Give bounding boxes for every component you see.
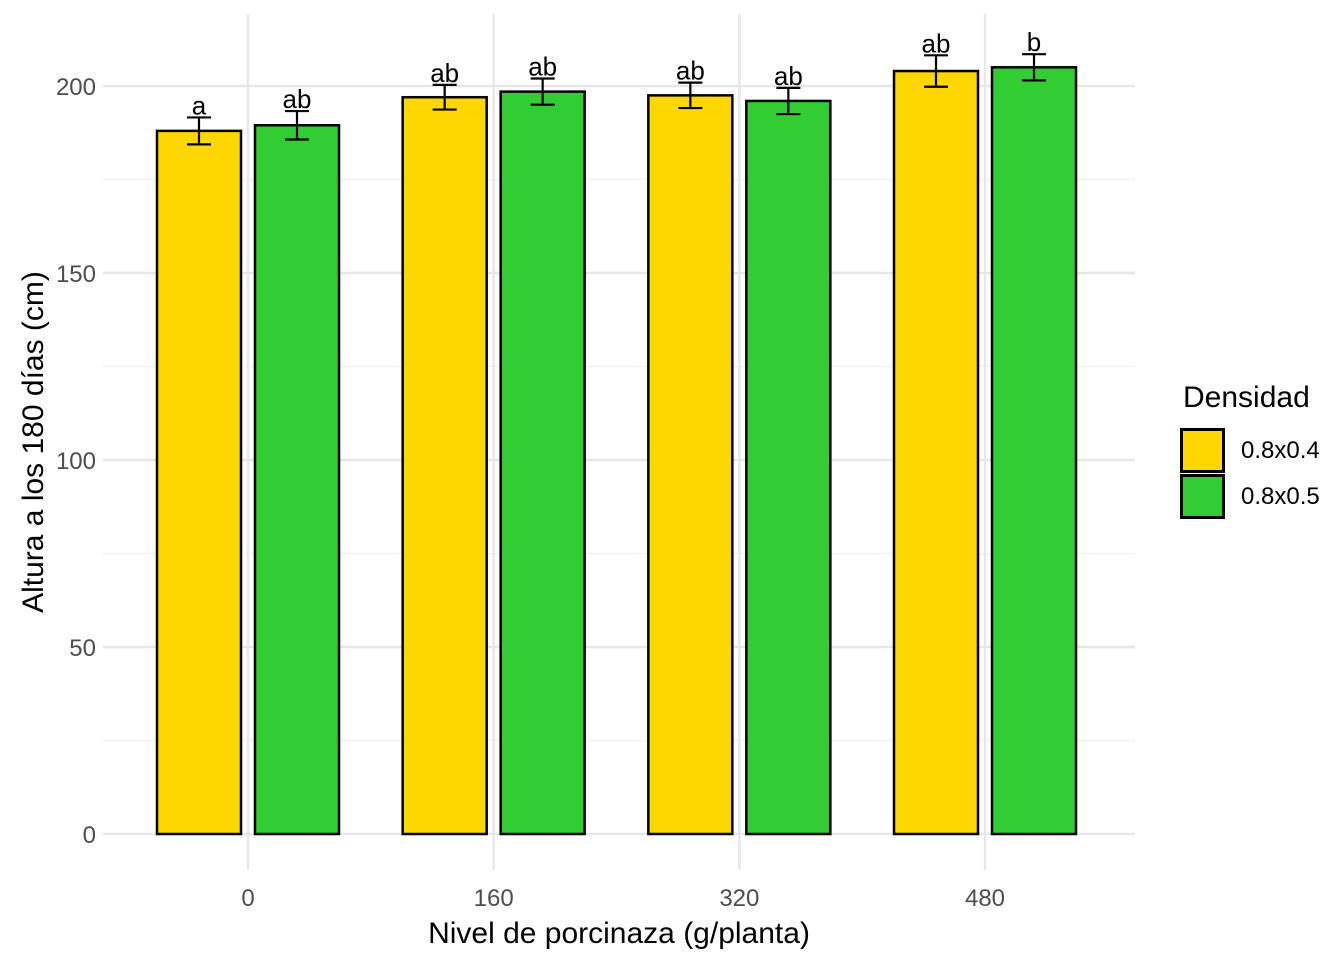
sig-letter: ab [676,56,705,86]
legend: Densidad 0.8x0.4 0.8x0.5 [1180,381,1320,520]
x-axis-title: Nivel de porcinaza (g/planta) [428,917,810,950]
bar-0.8x0.5-160 [499,90,586,836]
legend-item: 0.8x0.5 [1180,474,1320,519]
y-tick-label: 150 [56,261,96,288]
sig-letter: b [1027,27,1041,57]
bar-0.8x0.4-320 [647,94,734,836]
sig-letter: ab [283,84,312,114]
legend-label: 0.8x0.5 [1241,482,1320,510]
bar-0.8x0.5-320 [745,99,832,836]
y-tick-label: 100 [56,448,96,475]
y-tick-label: 200 [56,74,96,101]
x-tick-label: 480 [965,885,1005,912]
legend-item: 0.8x0.4 [1180,428,1320,473]
legend-label: 0.8x0.4 [1241,436,1320,464]
y-tick-label: 0 [83,822,96,849]
sig-letter: ab [774,61,803,91]
bar-0.8x0.4-480 [892,69,980,836]
y-tick-label: 50 [69,635,96,662]
x-tick-label: 320 [719,885,759,912]
sig-letter: a [192,90,207,120]
x-tick-label: 160 [474,885,514,912]
legend-swatch-green-icon [1180,474,1225,519]
y-axis-title: Altura a los 180 días (cm) [17,271,50,613]
legend-title: Densidad [1183,381,1310,414]
legend-swatch-yellow-icon [1180,428,1225,473]
bar-0.8x0.4-160 [401,95,488,836]
bar-0.8x0.5-480 [990,66,1078,836]
bar-0.8x0.4-0 [155,129,243,836]
bar-0.8x0.5-0 [253,124,341,836]
sig-letter: ab [528,52,557,82]
sig-letter: ab [922,28,951,58]
x-tick-label: 0 [241,885,254,912]
sig-letter: ab [430,58,459,88]
